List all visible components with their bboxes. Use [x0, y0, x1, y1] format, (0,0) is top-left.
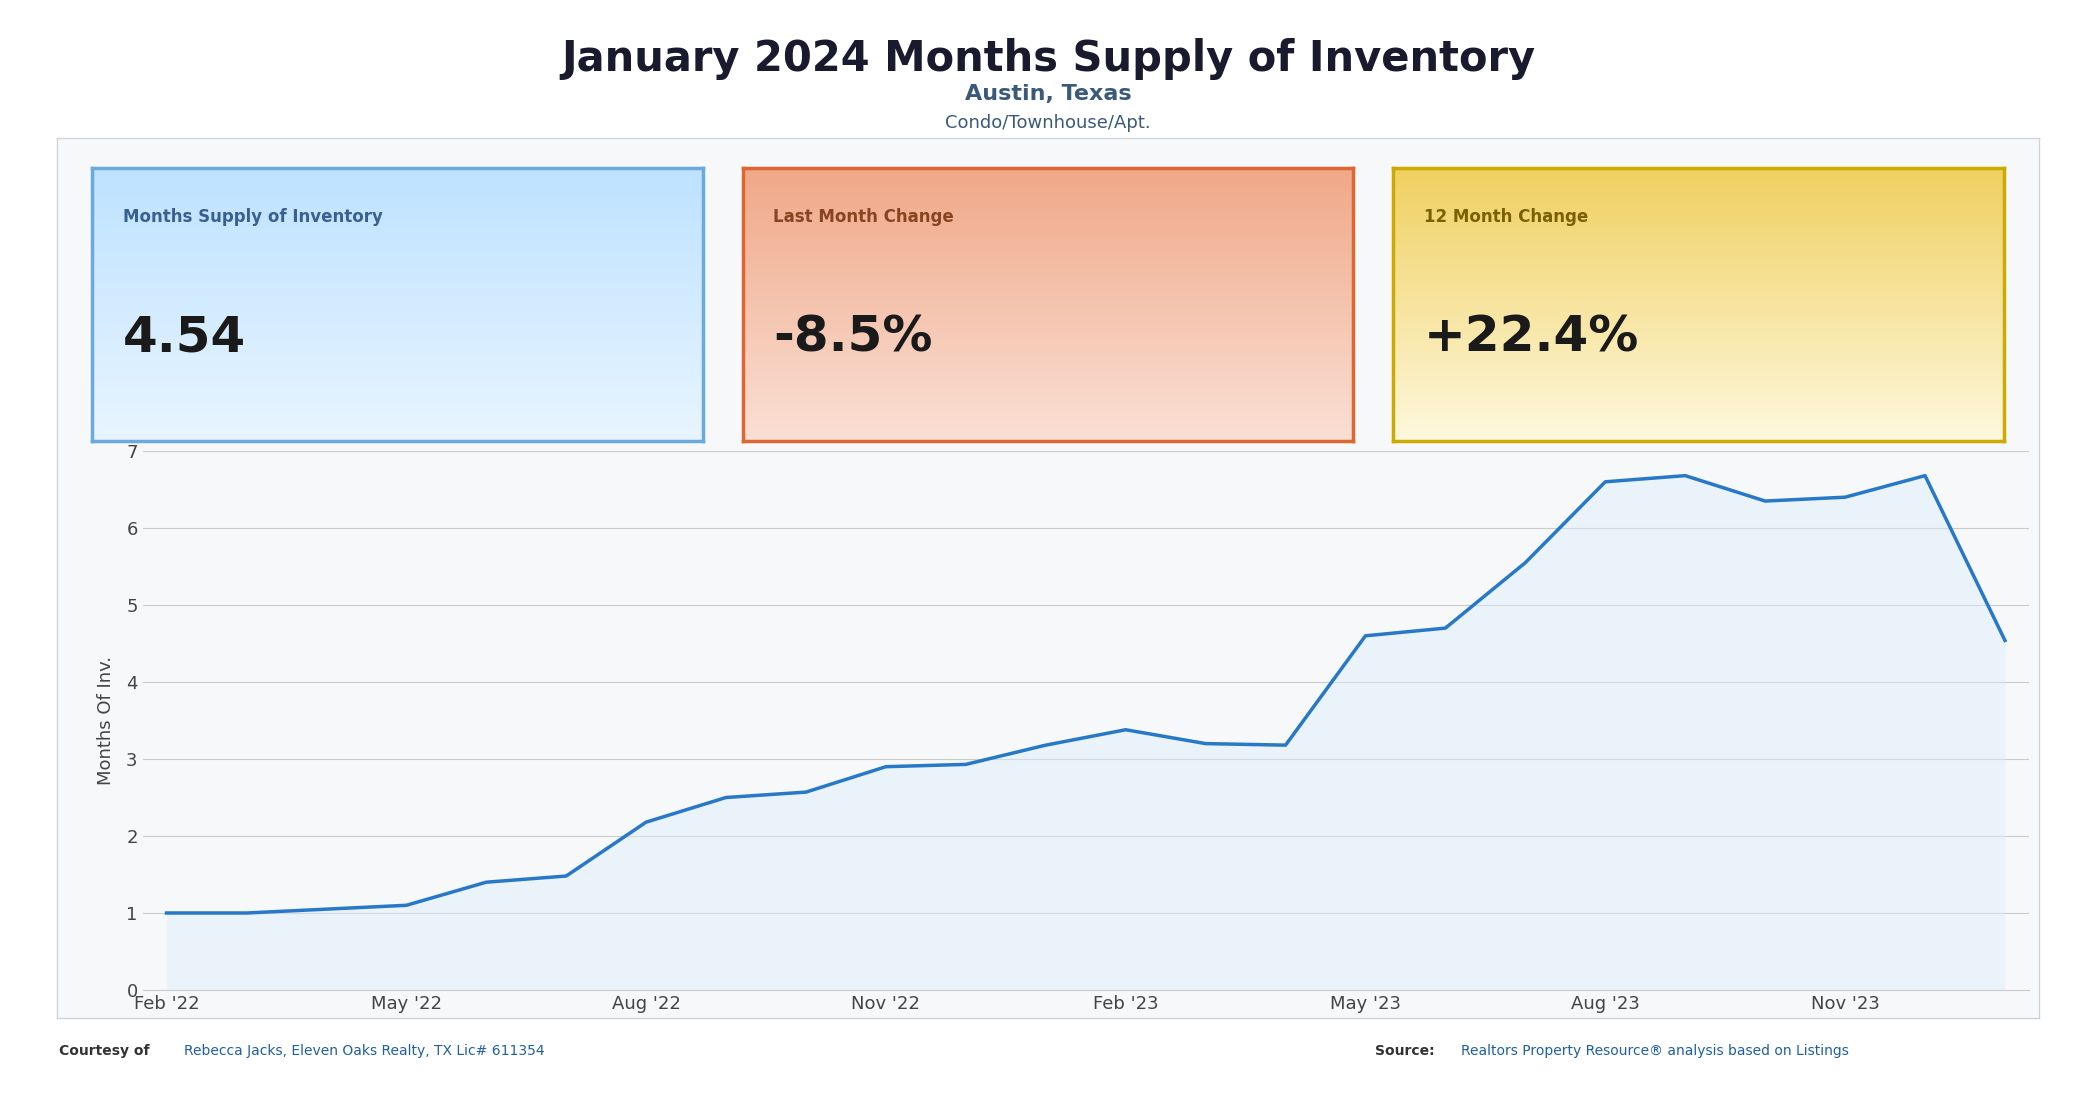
Text: Rebecca Jacks, Eleven Oaks Realty, TX Lic# 611354: Rebecca Jacks, Eleven Oaks Realty, TX Li… — [184, 1044, 545, 1058]
Text: +22.4%: +22.4% — [1423, 314, 1639, 362]
Text: 12 Month Change: 12 Month Change — [1423, 208, 1589, 227]
Text: Courtesy of: Courtesy of — [59, 1044, 155, 1058]
Text: January 2024 Months Supply of Inventory: January 2024 Months Supply of Inventory — [562, 39, 1534, 80]
Text: 4.54: 4.54 — [124, 314, 245, 362]
Text: Months Supply of Inventory: Months Supply of Inventory — [124, 208, 384, 227]
Text: Source:: Source: — [1375, 1044, 1440, 1058]
Text: Austin, Texas: Austin, Texas — [964, 84, 1132, 103]
Text: Last Month Change: Last Month Change — [773, 208, 954, 227]
Text: Condo/Townhouse/Apt.: Condo/Townhouse/Apt. — [945, 114, 1151, 132]
Y-axis label: Months Of Inv.: Months Of Inv. — [96, 656, 115, 785]
Text: Realtors Property Resource® analysis based on Listings: Realtors Property Resource® analysis bas… — [1461, 1044, 1849, 1058]
Text: -8.5%: -8.5% — [773, 314, 933, 362]
